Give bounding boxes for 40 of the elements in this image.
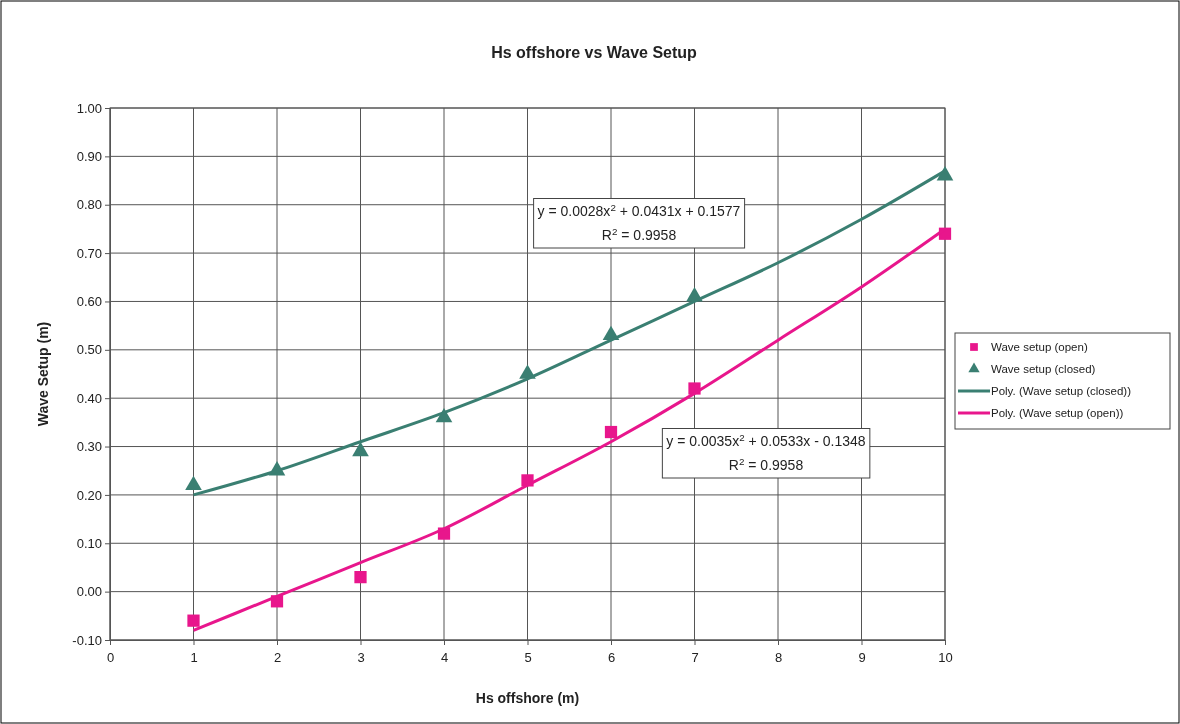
annotation: y = 0.0028x$^{2}$ + 0.0431x + 0.1577 R$^{2}$ = 0.9958 (537, 201, 741, 243)
y-tick-label: 0.20 (76, 487, 102, 503)
point (187, 614, 200, 627)
point (354, 571, 367, 584)
legend-label: Wave setup (closed) (991, 363, 1096, 375)
y-tick-label: -0.10 (72, 632, 102, 648)
x-tick-label: 8 (774, 650, 783, 666)
point (352, 441, 369, 457)
x-tick-label: 9 (858, 650, 866, 666)
y-tick-label: 0.70 (76, 245, 102, 261)
x-tick-label: 6 (607, 650, 616, 666)
y-tick-label: 0.80 (76, 197, 102, 213)
x-tick-label: 0 (106, 650, 115, 666)
y-tick-label: 1.00 (76, 100, 102, 116)
x-tick-label: 1 (190, 650, 198, 666)
y-tick-label: 0.30 (76, 439, 102, 455)
x-tick-label: 10 (938, 650, 953, 666)
x-tick-label: 5 (524, 650, 532, 666)
y-tick-label: 0.10 (76, 535, 102, 551)
x-tick-label: 4 (440, 650, 449, 666)
y-axis-title: Wave Setup (m) (35, 321, 51, 427)
legend-label: Poly. (Wave setup (closed)) (991, 385, 1132, 397)
point (521, 474, 534, 487)
x-tick-label: 2 (273, 650, 282, 666)
x-tick-label: 3 (357, 650, 365, 666)
legend-label: Poly. (Wave setup (open)) (991, 407, 1124, 419)
point (688, 382, 701, 395)
y-tick-label: 0.50 (76, 342, 102, 358)
y-tick-label: 0.40 (76, 390, 102, 406)
chart-title: Hs offshore vs Wave Setup (491, 44, 698, 61)
point (185, 475, 202, 491)
point (604, 425, 618, 439)
x-tick-label: 7 (691, 650, 699, 666)
annotation: y = 0.0035x$^{2}$ + 0.0533x - 0.1348 R$^{2}$ = 0.9958 (666, 431, 866, 473)
y-tick-label: 0.60 (76, 294, 102, 310)
legend-label: Wave setup (open) (991, 341, 1088, 353)
point (936, 166, 954, 181)
y-tick-label: 0.00 (76, 584, 102, 600)
y-tick-label: 0.90 (76, 149, 102, 165)
x-axis-title: Hs offshore (m) (475, 690, 580, 706)
